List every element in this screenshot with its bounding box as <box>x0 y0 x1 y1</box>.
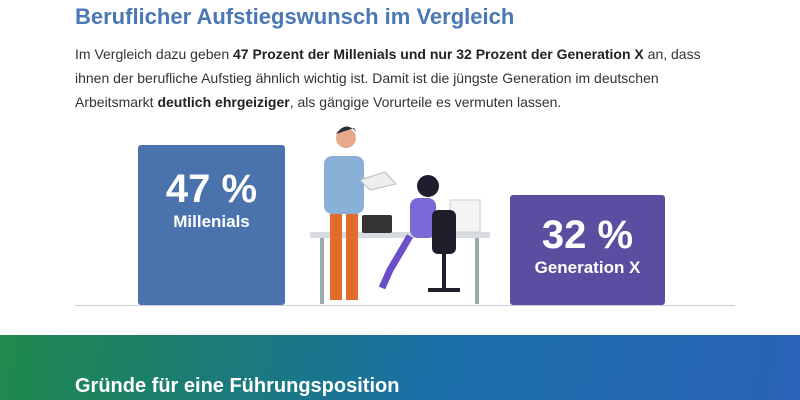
section-band: Gründe für eine Führungsposition <box>0 335 800 400</box>
section-heading: Gründe für eine Führungsposition <box>75 375 400 397</box>
bold-text: 47 Prozent der Millenials und nur 32 Pro… <box>233 46 644 62</box>
text: , als gängige Vorurteile es vermuten las… <box>289 94 562 110</box>
stat-value: 32 % <box>541 213 634 257</box>
stat-card: 32 % Generation X <box>510 195 665 305</box>
stat-label: Millenials <box>173 212 250 231</box>
text: Im Vergleich dazu geben <box>75 46 233 62</box>
stat-label: Generation X <box>534 258 641 277</box>
stat-card: 47 % Millenials <box>138 145 285 305</box>
text: an, dass ihnen der berufliche Aufstieg ä… <box>75 46 701 110</box>
bold-text: deutlich ehrgeiziger <box>157 94 290 110</box>
illustration <box>310 126 490 304</box>
stat-value: 47 % <box>165 167 258 211</box>
paragraph: Im Vergleich dazu geben 47 Prozent der M… <box>75 42 725 114</box>
baseline <box>75 305 735 306</box>
title: Beruflicher Aufstiegswunsch im Vergleich <box>75 4 515 29</box>
